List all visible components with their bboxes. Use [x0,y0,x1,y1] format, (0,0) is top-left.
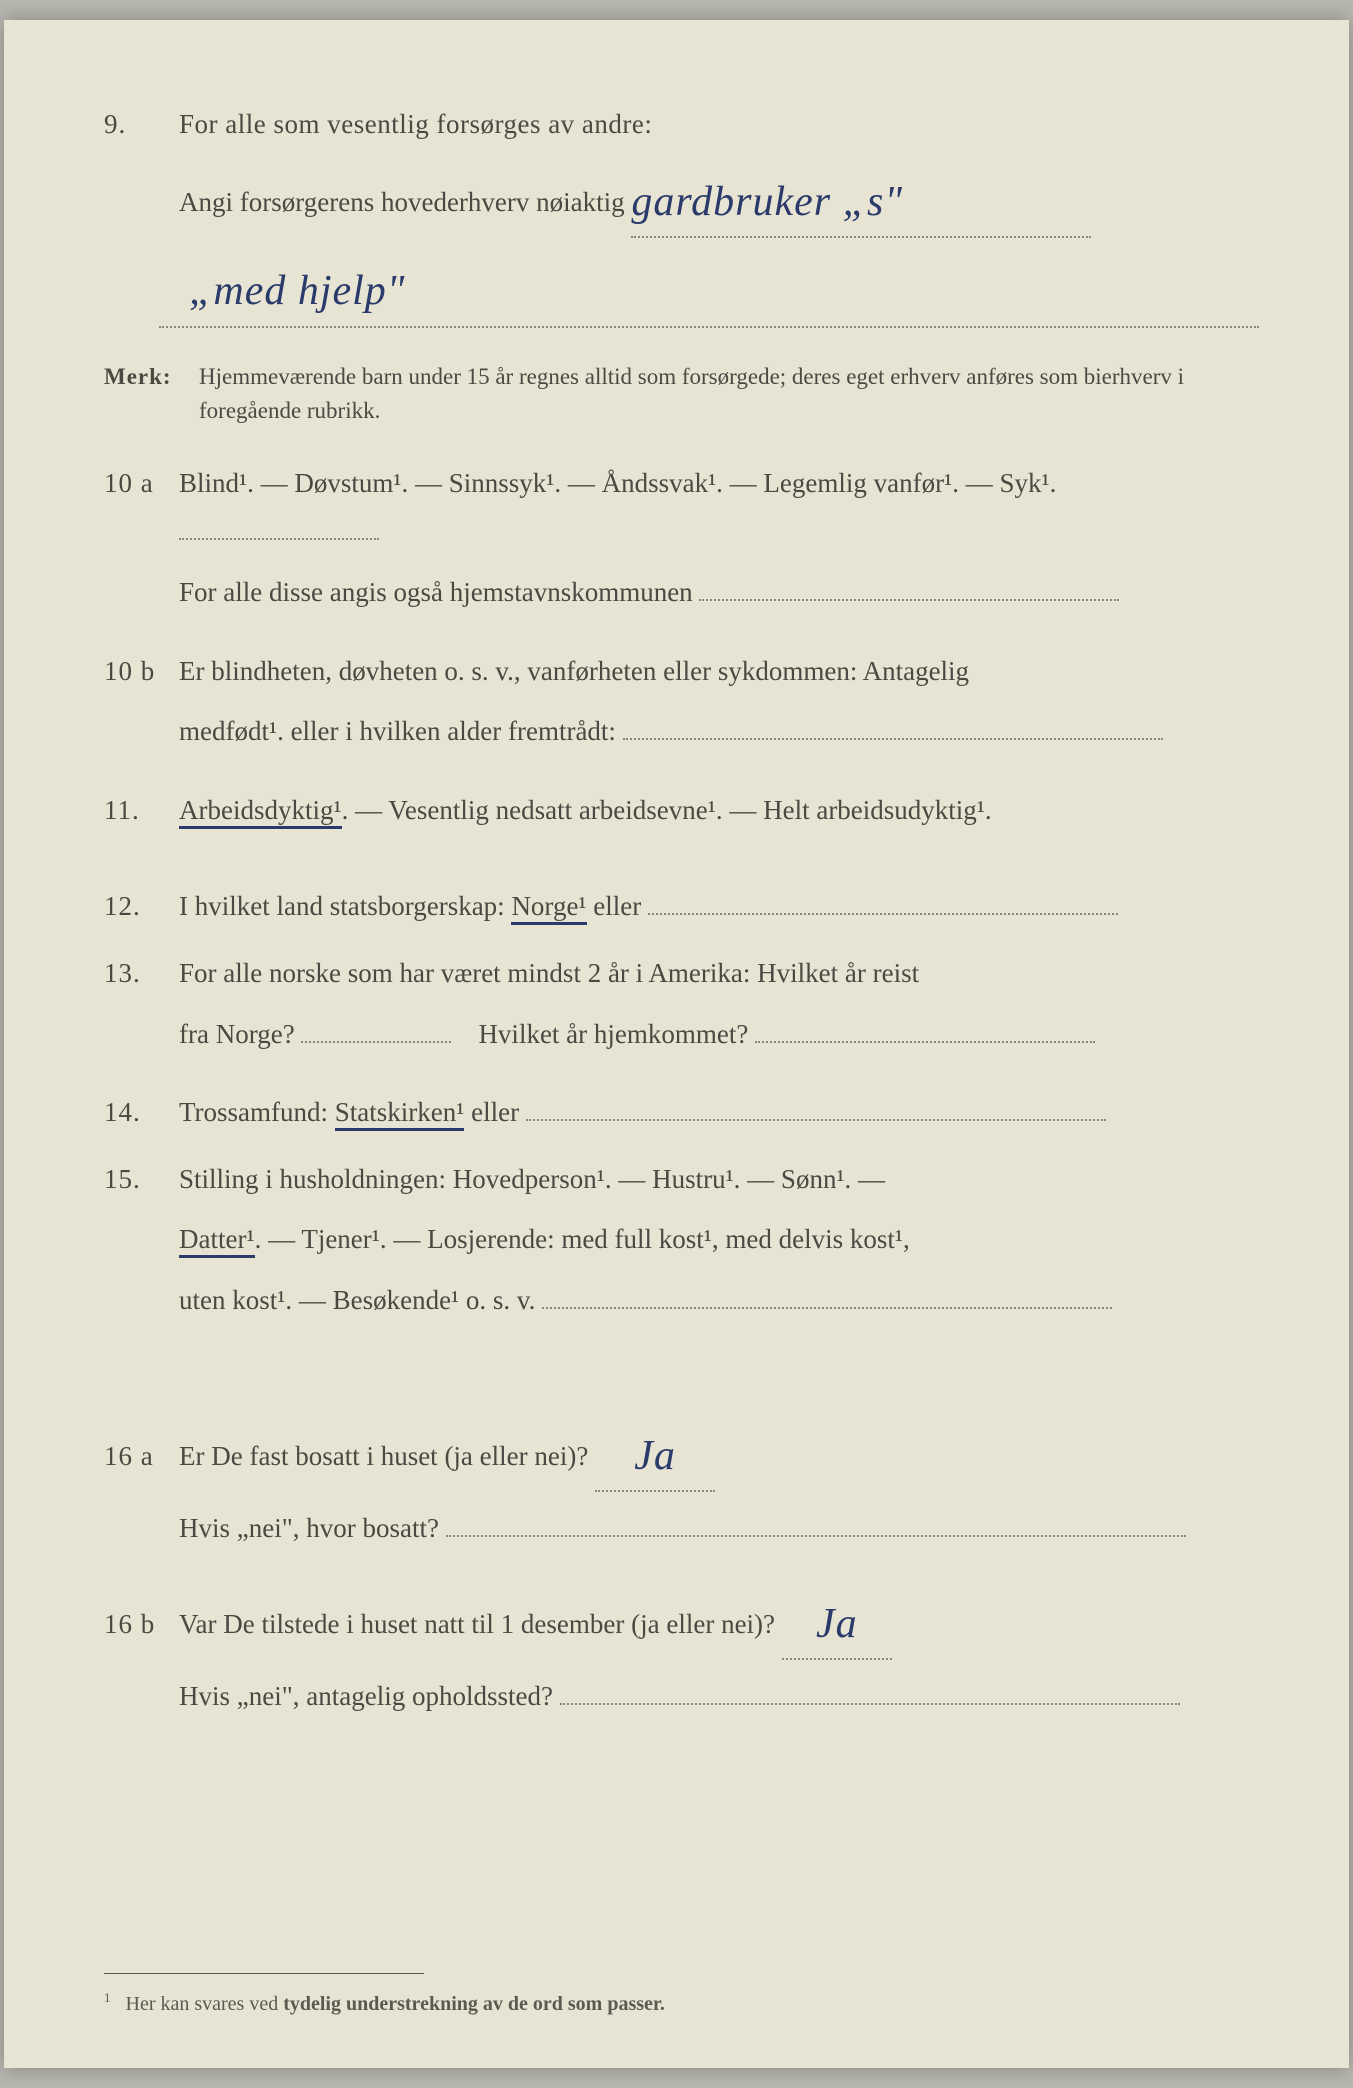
q13-blank2 [755,1041,1095,1043]
q16a-line1: Er De fast bosatt i huset (ja eller nei)… [179,1441,588,1471]
q10a-options: Blind¹. — Døvstum¹. — Sinnssyk¹. — Åndss… [179,468,1056,498]
q11-rest: . — Vesentlig nedsatt arbeidsevne¹. — He… [342,795,992,825]
q15-line2b: . — Tjener¹. — Losjerende: med full kost… [255,1224,910,1254]
q16a-line2: Hvis „nei", hvor bosatt? [179,1513,439,1543]
question-9: 9. For alle som vesentlig forsørges av a… [104,100,1259,340]
q13-line2b: Hvilket år hjemkommet? [478,1019,748,1049]
q9-answer-line1: gardbruker „s" [631,161,1091,239]
q13-line1: For alle norske som har været mindst 2 å… [179,949,1259,998]
q15-number: 15. [104,1155,179,1204]
footnote-rule [104,1973,424,1974]
question-14: 14. Trossamfund: Statskirken¹ eller [104,1088,1259,1137]
q10b-line1: Er blindheten, døvheten o. s. v., vanfør… [179,647,1259,696]
q12-selected: Norge¹ [511,891,586,925]
merk-text: Hjemmeværende barn under 15 år regnes al… [199,360,1259,429]
question-15: 15. Stilling i husholdningen: Hovedperso… [104,1155,1259,1337]
q10a-line2: For alle disse angis også hjemstavnskomm… [179,577,693,607]
q12-prefix: I hvilket land statsborgerskap: [179,891,511,921]
footnote-text-b: tydelig understrekning av de ord som pas… [283,1993,665,2015]
question-10b: 10 b Er blindheten, døvheten o. s. v., v… [104,647,1259,768]
q14-number: 14. [104,1088,179,1137]
q10a-blank2 [699,599,1119,601]
q13-number: 13. [104,949,179,998]
q16b-line1: Var De tilstede i huset natt til 1 desem… [179,1609,775,1639]
question-10a: 10 a Blind¹. — Døvstum¹. — Sinnssyk¹. — … [104,459,1259,629]
q14-suffix: eller [464,1097,519,1127]
census-form-page: 9. For alle som vesentlig forsørges av a… [4,20,1349,2068]
q16a-blank [446,1535,1186,1537]
q11-number: 11. [104,786,179,835]
q10b-blank [623,738,1163,740]
q12-suffix: eller [587,891,642,921]
q10a-blank [179,538,379,540]
q16a-handwritten: Ja [634,1419,676,1495]
q15-line1: Stilling i husholdningen: Hovedperson¹. … [179,1155,1259,1204]
q12-blank [648,913,1118,915]
q15-blank [542,1307,1112,1309]
q11-selected: Arbeidsdyktig¹ [179,795,342,829]
footnote-sup: 1 [104,1990,111,2005]
q9-answer-line2: „med hjelp" [159,250,1259,328]
q9-handwritten-1: gardbruker „s" [631,165,903,241]
q16b-blank [560,1703,1180,1705]
q16b-number: 16 b [104,1600,179,1649]
q10a-number: 10 a [104,459,179,508]
question-12: 12. I hvilket land statsborgerskap: Norg… [104,882,1259,931]
q16b-answer: Ja [782,1583,892,1661]
q9-line1: For alle som vesentlig forsørges av andr… [179,100,1259,149]
merk-label: Merk: [104,360,199,429]
q16a-number: 16 a [104,1432,179,1481]
merk-note: Merk: Hjemmeværende barn under 15 år reg… [104,360,1259,429]
footnote: 1 Her kan svares ved tydelig understrekn… [104,1986,1259,2022]
q9-handwritten-2: „med hjelp" [189,254,405,330]
question-16b: 16 b Var De tilstede i huset natt til 1 … [104,1583,1259,1733]
q14-selected: Statskirken¹ [335,1097,465,1131]
q16a-answer: Ja [595,1415,715,1493]
footnote-text-a: Her kan svares ved [126,1993,284,2015]
q9-number: 9. [104,100,179,149]
q16b-line2: Hvis „nei", antagelig opholdssted? [179,1681,553,1711]
q12-number: 12. [104,882,179,931]
q9-line2-label: Angi forsørgerens hovederhverv nøiaktig [179,187,625,217]
q10b-number: 10 b [104,647,179,696]
q13-blank1 [301,1041,451,1043]
q10b-line2: medfødt¹. eller i hvilken alder fremtråd… [179,716,616,746]
q15-line3: uten kost¹. — Besøkende¹ o. s. v. [179,1285,535,1315]
q14-blank [526,1119,1106,1121]
question-16a: 16 a Er De fast bosatt i huset (ja eller… [104,1415,1259,1565]
question-11: 11. Arbeidsdyktig¹. — Vesentlig nedsatt … [104,786,1259,835]
q16b-handwritten: Ja [816,1587,858,1663]
q14-prefix: Trossamfund: [179,1097,335,1127]
q13-line2a: fra Norge? [179,1019,295,1049]
q15-selected: Datter¹ [179,1224,255,1258]
question-13: 13. For alle norske som har været mindst… [104,949,1259,1070]
